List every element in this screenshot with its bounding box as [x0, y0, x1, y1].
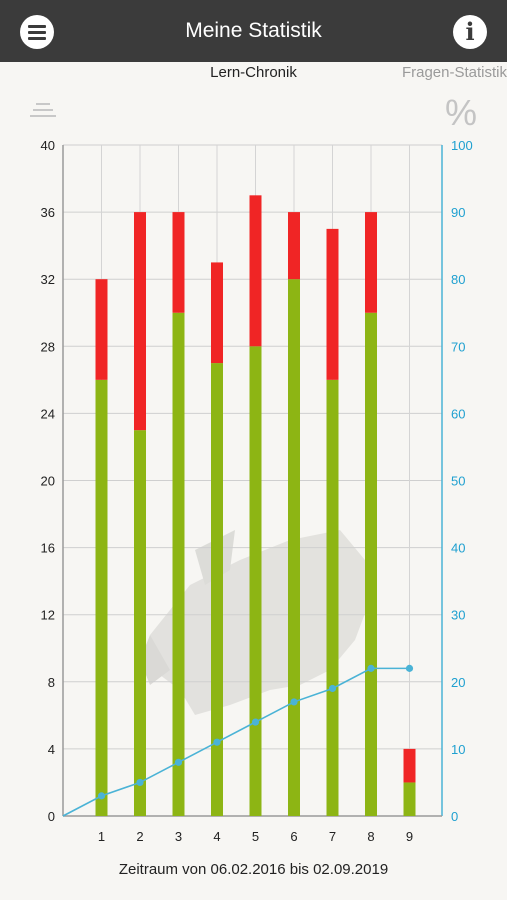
- app-bar: Meine Statistik i: [0, 0, 507, 62]
- right-tick-label: 80: [451, 272, 465, 287]
- right-tick-label: 90: [451, 205, 465, 220]
- bar-segment-correct: [403, 782, 416, 816]
- left-tick-label: 0: [48, 809, 55, 824]
- left-tick-label: 24: [41, 406, 55, 421]
- bar-segment-wrong: [95, 279, 108, 380]
- percentage-line: [62, 667, 410, 817]
- right-tick-label: 50: [451, 474, 465, 489]
- bar-segment-wrong: [172, 212, 185, 313]
- bar-segment-wrong: [249, 195, 262, 347]
- line-point: [328, 684, 337, 693]
- right-tick-label: 40: [451, 541, 465, 556]
- line-point: [251, 718, 260, 726]
- period-caption: Zeitraum von 06.02.2016 bis 02.09.2019: [118, 861, 389, 878]
- left-tick-label: 20: [41, 474, 55, 489]
- left-tick-label: 40: [41, 138, 55, 153]
- x-tick-label: 2: [136, 829, 143, 844]
- tab-lern-chronik[interactable]: Lern-Chronik: [210, 64, 297, 81]
- bar-segment-correct: [365, 312, 377, 816]
- x-tick-label: 7: [329, 829, 336, 844]
- x-tick-label: 4: [213, 829, 220, 844]
- list-icon[interactable]: [30, 103, 56, 123]
- left-tick-label: 36: [41, 205, 55, 220]
- right-tick-label: 10: [451, 742, 465, 757]
- right-tick-label: 30: [451, 608, 465, 623]
- bar-segment-wrong: [134, 212, 146, 431]
- x-tick-label: 3: [175, 829, 182, 844]
- right-tick-label: 20: [451, 675, 465, 690]
- left-tick-label: 16: [41, 541, 55, 556]
- x-tick-label: 1: [98, 829, 105, 844]
- left-tick-label: 8: [48, 675, 55, 690]
- menu-icon[interactable]: [20, 15, 54, 49]
- line-point: [367, 664, 375, 672]
- left-tick-label: 32: [41, 272, 55, 287]
- x-tick-label: 8: [367, 829, 374, 844]
- line-point: [97, 792, 106, 800]
- right-tick-label: 0: [451, 809, 458, 824]
- bar-segment-correct: [326, 379, 339, 816]
- bar-segment-wrong: [211, 262, 223, 364]
- bar-segment-correct: [95, 379, 108, 816]
- line-point: [136, 778, 144, 787]
- bar-segment-wrong: [326, 228, 339, 380]
- right-tick-label: 70: [451, 339, 465, 354]
- x-tick-label: 5: [252, 829, 259, 844]
- bar-segment-correct: [172, 312, 185, 816]
- tab-fragen-statistik[interactable]: Fragen-Statistik: [401, 64, 507, 81]
- line-point: [405, 664, 414, 672]
- page-title: Meine Statistik: [185, 19, 322, 42]
- bar-segment-correct: [134, 430, 146, 816]
- line-point: [290, 698, 298, 706]
- left-tick-label: 12: [41, 608, 55, 623]
- line-point: [213, 738, 221, 746]
- bar-segment-wrong: [288, 212, 300, 280]
- right-tick-label: 100: [451, 138, 473, 153]
- x-tick-label: 6: [290, 829, 297, 844]
- bar-segment-wrong: [365, 212, 377, 313]
- x-tick-label: 9: [406, 829, 413, 844]
- bar-segment-correct: [211, 363, 223, 816]
- bar-segment-correct: [288, 279, 300, 816]
- left-tick-label: 4: [48, 742, 55, 757]
- left-tick-label: 28: [41, 339, 55, 354]
- line-point: [174, 758, 183, 766]
- bar-segment-wrong: [403, 748, 416, 783]
- bar-segment-correct: [249, 346, 262, 816]
- percent-icon[interactable]: %: [445, 92, 478, 133]
- right-tick-label: 60: [451, 406, 465, 421]
- info-icon[interactable]: i: [453, 15, 487, 49]
